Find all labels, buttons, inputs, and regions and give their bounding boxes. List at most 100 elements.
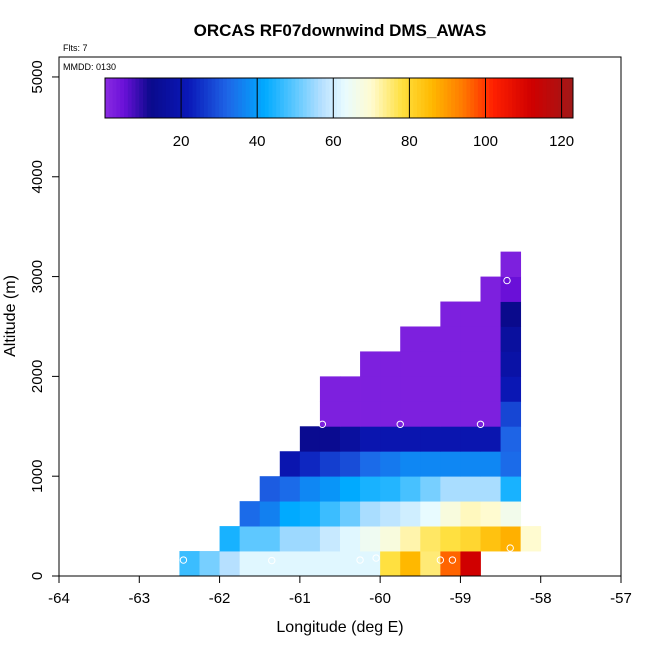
- colorbar-segment: [382, 78, 388, 118]
- colorbar-segment: [196, 78, 201, 118]
- colorbar-segment: [314, 78, 319, 118]
- colorbar-segment: [162, 78, 167, 118]
- colorbar-segment: [264, 78, 270, 118]
- heatmap-cell: [360, 526, 381, 552]
- colorbar-segment: [333, 78, 338, 118]
- heatmap-cell: [480, 501, 501, 527]
- sample-point: [476, 420, 485, 428]
- heatmap-cell: [480, 426, 501, 452]
- plot-frame: [58, 56, 622, 577]
- colorbar-segment: [515, 78, 521, 118]
- heatmap-cell: [340, 476, 361, 502]
- colorbar-segment: [222, 78, 228, 118]
- colorbar-segment: [272, 78, 277, 118]
- colorbar-segment: [390, 78, 395, 118]
- colorbar-segment: [291, 78, 296, 118]
- colorbar-segment: [325, 78, 330, 118]
- heatmap-cell: [500, 501, 522, 527]
- colorbar-segment: [181, 78, 186, 118]
- heatmap-cell: [400, 476, 421, 502]
- colorbar-segment: [143, 78, 148, 118]
- heatmap-cell: [420, 351, 441, 377]
- heatmap-cell: [219, 526, 241, 552]
- colorbar-segment: [139, 78, 144, 118]
- colorbar-segment: [207, 78, 213, 118]
- colorbar-segment: [451, 78, 456, 118]
- colorbar-tick-label: 60: [325, 133, 342, 150]
- heatmap-cell: [299, 426, 321, 452]
- colorbar-segment: [131, 78, 136, 118]
- colorbar-segment: [177, 78, 182, 118]
- heatmap-cell: [380, 401, 401, 427]
- colorbar-segment: [542, 78, 547, 118]
- heatmap-cell: [400, 551, 421, 577]
- heatmap-cell: [400, 376, 421, 402]
- colorbar-segment: [348, 78, 353, 118]
- heatmap-cell: [400, 501, 421, 527]
- heatmap-cell: [380, 376, 401, 402]
- heatmap-cell: [440, 351, 461, 377]
- colorbar-segment: [424, 78, 429, 118]
- chart-title: ORCAS RF07downwind DMS_AWAS: [194, 21, 487, 40]
- colorbar-segment: [245, 78, 251, 118]
- colorbar-segment: [340, 78, 346, 118]
- colorbar-segment: [310, 78, 315, 118]
- heatmap-cell: [480, 326, 501, 352]
- colorbar-segment: [477, 78, 483, 118]
- heatmap-cell: [440, 401, 461, 427]
- sample-point: [503, 276, 511, 285]
- colorbar-segment: [466, 78, 471, 118]
- colorbar-segment: [428, 78, 433, 118]
- colorbar-segment: [306, 78, 311, 118]
- colorbar-segment: [359, 78, 365, 118]
- colorbar-segment: [116, 78, 121, 118]
- heatmap-cell: [460, 401, 481, 427]
- heatmap-cell: [500, 526, 522, 552]
- heatmap-cell: [500, 476, 522, 502]
- heatmap-cell: [319, 476, 341, 502]
- heatmap-cell: [319, 501, 341, 527]
- colorbar-segment: [538, 78, 544, 118]
- colorbar-segment: [489, 78, 494, 118]
- colorbar-segment: [561, 78, 566, 118]
- sample-point: [318, 420, 327, 428]
- colorbar-segment: [283, 78, 289, 118]
- heatmap-cell: [400, 401, 421, 427]
- colorbar-segment: [173, 78, 178, 118]
- heatmap-cell: [340, 501, 361, 527]
- heatmap-cell: [400, 351, 421, 377]
- colorbar-segment: [329, 78, 334, 118]
- heatmap-cell: [380, 501, 401, 527]
- heatmap-cell: [319, 401, 341, 427]
- heatmap-cell: [460, 501, 481, 527]
- heatmap-cell: [500, 251, 522, 277]
- heatmap-cell: [380, 351, 401, 377]
- heatmap-cell: [299, 451, 321, 477]
- colorbar-segment: [378, 78, 384, 118]
- heatmap-cell: [500, 301, 522, 327]
- heatmap-cell: [460, 451, 481, 477]
- heatmap-cell: [400, 326, 421, 352]
- heatmap-cell: [440, 376, 461, 402]
- colorbar-segment: [512, 78, 517, 118]
- heatmap-cell: [360, 501, 381, 527]
- colorbar-segment: [413, 78, 418, 118]
- colorbar-tick-label: 100: [473, 133, 498, 150]
- heatmap-cell: [360, 426, 381, 452]
- heatmap-cell: [239, 501, 261, 527]
- sample-point: [506, 544, 514, 552]
- x-tick-label: -62: [209, 590, 231, 607]
- heatmap-cell: [500, 276, 522, 302]
- heatmap-cell: [360, 476, 381, 502]
- sample-point: [372, 554, 380, 562]
- heatmap-cell: [420, 451, 441, 477]
- heatmap-cell: [299, 476, 321, 502]
- colorbar-segment: [550, 78, 555, 118]
- heatmap-cell: [239, 551, 261, 577]
- colorbar-segment: [474, 78, 479, 118]
- colorbar-segment: [165, 78, 171, 118]
- heatmap-cell: [319, 551, 341, 577]
- colorbar-segment: [439, 78, 445, 118]
- heatmap-cell: [420, 501, 441, 527]
